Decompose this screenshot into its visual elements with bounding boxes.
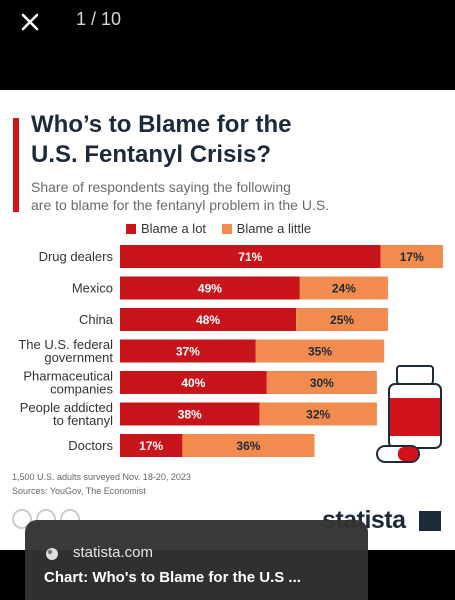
data-label-blame-a-lot: 17% <box>139 439 163 453</box>
bar-blame-a-little <box>255 339 385 363</box>
bar-blame-a-lot <box>120 371 267 394</box>
category-label: Doctors <box>68 438 113 453</box>
image-counter: 1 / 10 <box>76 9 122 29</box>
data-label-blame-a-lot: 38% <box>178 408 202 422</box>
category-label: The U.S. federal <box>18 337 113 352</box>
survey-note: 1,500 U.S. adults surveyed Nov. 18-20, 2… <box>12 472 191 482</box>
bar-blame-a-little <box>380 245 443 268</box>
pill-capsule-half-icon <box>398 447 418 461</box>
bar-blame-a-lot <box>120 245 381 268</box>
category-label: People addicted <box>20 400 113 415</box>
legend-label-blame-a-lot: Blame a lot <box>141 221 207 236</box>
legend-label-blame-a-little: Blame a little <box>236 221 312 236</box>
data-label-blame-a-lot: 37% <box>176 345 200 359</box>
category-label: Mexico <box>72 281 113 296</box>
legend-item-blame-a-little: Blame a little <box>221 221 312 236</box>
bar-chart: 71% 17% Drug dealers 49% 24% Mexico 48% 25% Chin… <box>18 245 443 463</box>
category-label: companies <box>50 382 113 397</box>
title-accent-bar <box>13 118 19 212</box>
pill-bottle-label-icon <box>390 398 440 436</box>
pill-bottle-cap-icon <box>396 365 434 385</box>
data-label-blame-a-little: 35% <box>308 345 332 359</box>
data-label-blame-a-lot: 48% <box>196 313 220 327</box>
bar-blame-a-lot <box>120 402 260 426</box>
data-label-blame-a-little: 17% <box>400 250 424 264</box>
bar-blame-a-lot <box>120 308 297 331</box>
chart-footnote: 1,500 U.S. adults surveyed Nov. 18-20, 2… <box>12 470 191 498</box>
viewer-top-bar: 1 / 10 <box>0 0 455 90</box>
chart-title-line-1: Who’s to Blame for the <box>31 111 292 138</box>
data-label-blame-a-lot: 40% <box>181 376 205 390</box>
category-label: China <box>79 312 114 327</box>
bar-blame-a-little <box>259 402 377 426</box>
category-label: government <box>44 350 113 365</box>
bar-blame-a-lot <box>120 276 300 300</box>
data-label-blame-a-little: 32% <box>306 408 330 422</box>
data-label-blame-a-little: 30% <box>310 376 334 390</box>
preview-site: statista.com <box>73 544 154 561</box>
chart-title-line-2: U.S. Fentanyl Crisis? <box>31 141 272 168</box>
data-label-blame-a-little: 36% <box>236 439 260 453</box>
data-label-blame-a-lot: 71% <box>238 250 262 264</box>
data-label-blame-a-lot: 49% <box>198 282 222 296</box>
chart-legend: Blame a lot Blame a little <box>126 221 323 236</box>
category-label: Drug dealers <box>39 249 114 264</box>
bar-blame-a-lot <box>120 434 183 457</box>
globe-icon <box>46 548 58 560</box>
bar-blame-a-little <box>296 308 388 331</box>
chart-subtitle-line-2: are to blame for the fentanyl problem in… <box>31 197 330 213</box>
legend-item-blame-a-lot: Blame a lot <box>126 221 206 236</box>
bar-blame-a-little <box>299 276 388 300</box>
bar-blame-a-little <box>266 371 377 394</box>
data-label-blame-a-little: 24% <box>332 282 356 296</box>
chart-subtitle: Share of respondents saying the followin… <box>31 178 441 214</box>
chart-title: Who’s to Blame for the U.S. Fentanyl Cri… <box>31 110 441 170</box>
statista-logo-mark <box>419 511 441 531</box>
cc-icon <box>12 509 32 529</box>
legend-swatch-blame-a-little <box>221 224 232 234</box>
sources-note: Sources: YouGov, The Economist <box>12 486 146 496</box>
data-label-blame-a-little: 25% <box>330 313 354 327</box>
category-label: Pharmaceutical <box>23 369 113 384</box>
link-preview-card[interactable]: statista.com Chart: Who's to Blame for t… <box>25 520 368 600</box>
preview-title: Chart: Who's to Blame for the U.S ... <box>44 569 301 586</box>
bar-blame-a-lot <box>120 339 256 363</box>
chart-subtitle-line-1: Share of respondents saying the followin… <box>31 179 291 195</box>
category-label: to fentanyl <box>53 413 113 428</box>
bar-blame-a-little <box>182 434 315 457</box>
close-icon[interactable] <box>14 6 46 38</box>
legend-swatch-blame-a-lot <box>126 224 136 234</box>
chart-image: Who’s to Blame for the U.S. Fentanyl Cri… <box>0 90 455 550</box>
